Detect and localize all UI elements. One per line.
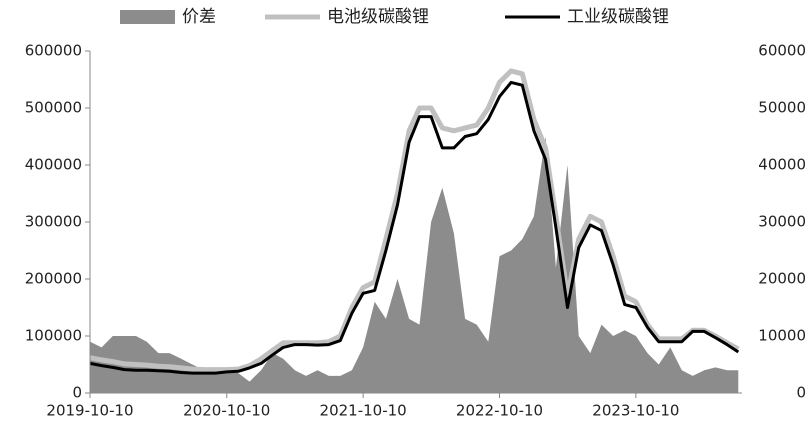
y-tick-label: 400000	[25, 156, 82, 174]
y2-tick-label: 30000	[758, 213, 806, 231]
y-tick-label: 300000	[25, 213, 82, 231]
y-tick-label: 100000	[25, 327, 82, 345]
x-tick-label: 2023-10-10	[592, 402, 679, 420]
legend-label: 工业级碳酸锂	[567, 7, 669, 27]
x-tick-label: 2020-10-10	[183, 402, 270, 420]
y2-tick-label: 0	[796, 384, 806, 402]
x-tick-label: 2021-10-10	[320, 402, 407, 420]
legend-swatch	[120, 10, 175, 24]
area	[90, 136, 739, 393]
legend-label: 价差	[182, 7, 216, 27]
y2-tick-label: 60000	[758, 42, 806, 60]
x-tick-label: 2019-10-10	[46, 402, 133, 420]
line	[89, 80, 740, 375]
y-tick-label: 0	[72, 384, 82, 402]
y2-tick-label: 50000	[758, 99, 806, 117]
x-tick-label: 2022-10-10	[456, 402, 543, 420]
legend-label: 电池级碳酸锂	[327, 7, 429, 27]
y-tick-label: 500000	[25, 99, 82, 117]
y2-tick-label: 40000	[758, 156, 806, 174]
y-tick-label: 600000	[25, 42, 82, 60]
y2-tick-label: 20000	[758, 270, 806, 288]
line	[89, 68, 740, 373]
y2-tick-label: 10000	[758, 327, 806, 345]
y-tick-label: 200000	[25, 270, 82, 288]
